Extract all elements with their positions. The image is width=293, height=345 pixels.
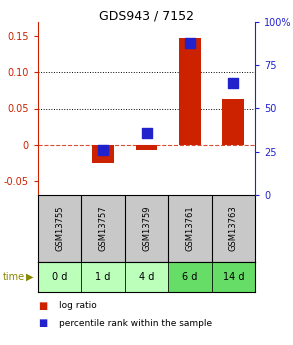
Bar [136, 145, 157, 150]
Bar [81, 262, 125, 292]
Text: GSM13759: GSM13759 [142, 206, 151, 251]
Text: ■: ■ [38, 318, 47, 328]
Text: log ratio: log ratio [59, 301, 96, 310]
Text: GSM13761: GSM13761 [185, 206, 194, 251]
Point [231, 80, 236, 85]
Text: time: time [3, 272, 25, 282]
Text: GSM13763: GSM13763 [229, 206, 238, 252]
Text: 14 d: 14 d [223, 272, 244, 282]
Text: percentile rank within the sample: percentile rank within the sample [59, 318, 212, 327]
Text: 4 d: 4 d [139, 272, 154, 282]
Text: 1 d: 1 d [96, 272, 111, 282]
Text: ▶: ▶ [25, 272, 33, 282]
Bar [179, 38, 201, 145]
Bar [125, 262, 168, 292]
Text: GSM13755: GSM13755 [55, 206, 64, 251]
Point [188, 40, 192, 46]
Text: ■: ■ [38, 301, 47, 311]
Bar [38, 262, 81, 292]
Bar [212, 262, 255, 292]
Point [144, 130, 149, 136]
Text: 0 d: 0 d [52, 272, 67, 282]
Bar [92, 145, 114, 162]
Text: 6 d: 6 d [182, 272, 197, 282]
Text: GSM13757: GSM13757 [99, 206, 108, 251]
Bar [168, 262, 212, 292]
Point [101, 147, 105, 153]
Text: GDS943 / 7152: GDS943 / 7152 [99, 10, 194, 23]
Bar [222, 99, 244, 145]
